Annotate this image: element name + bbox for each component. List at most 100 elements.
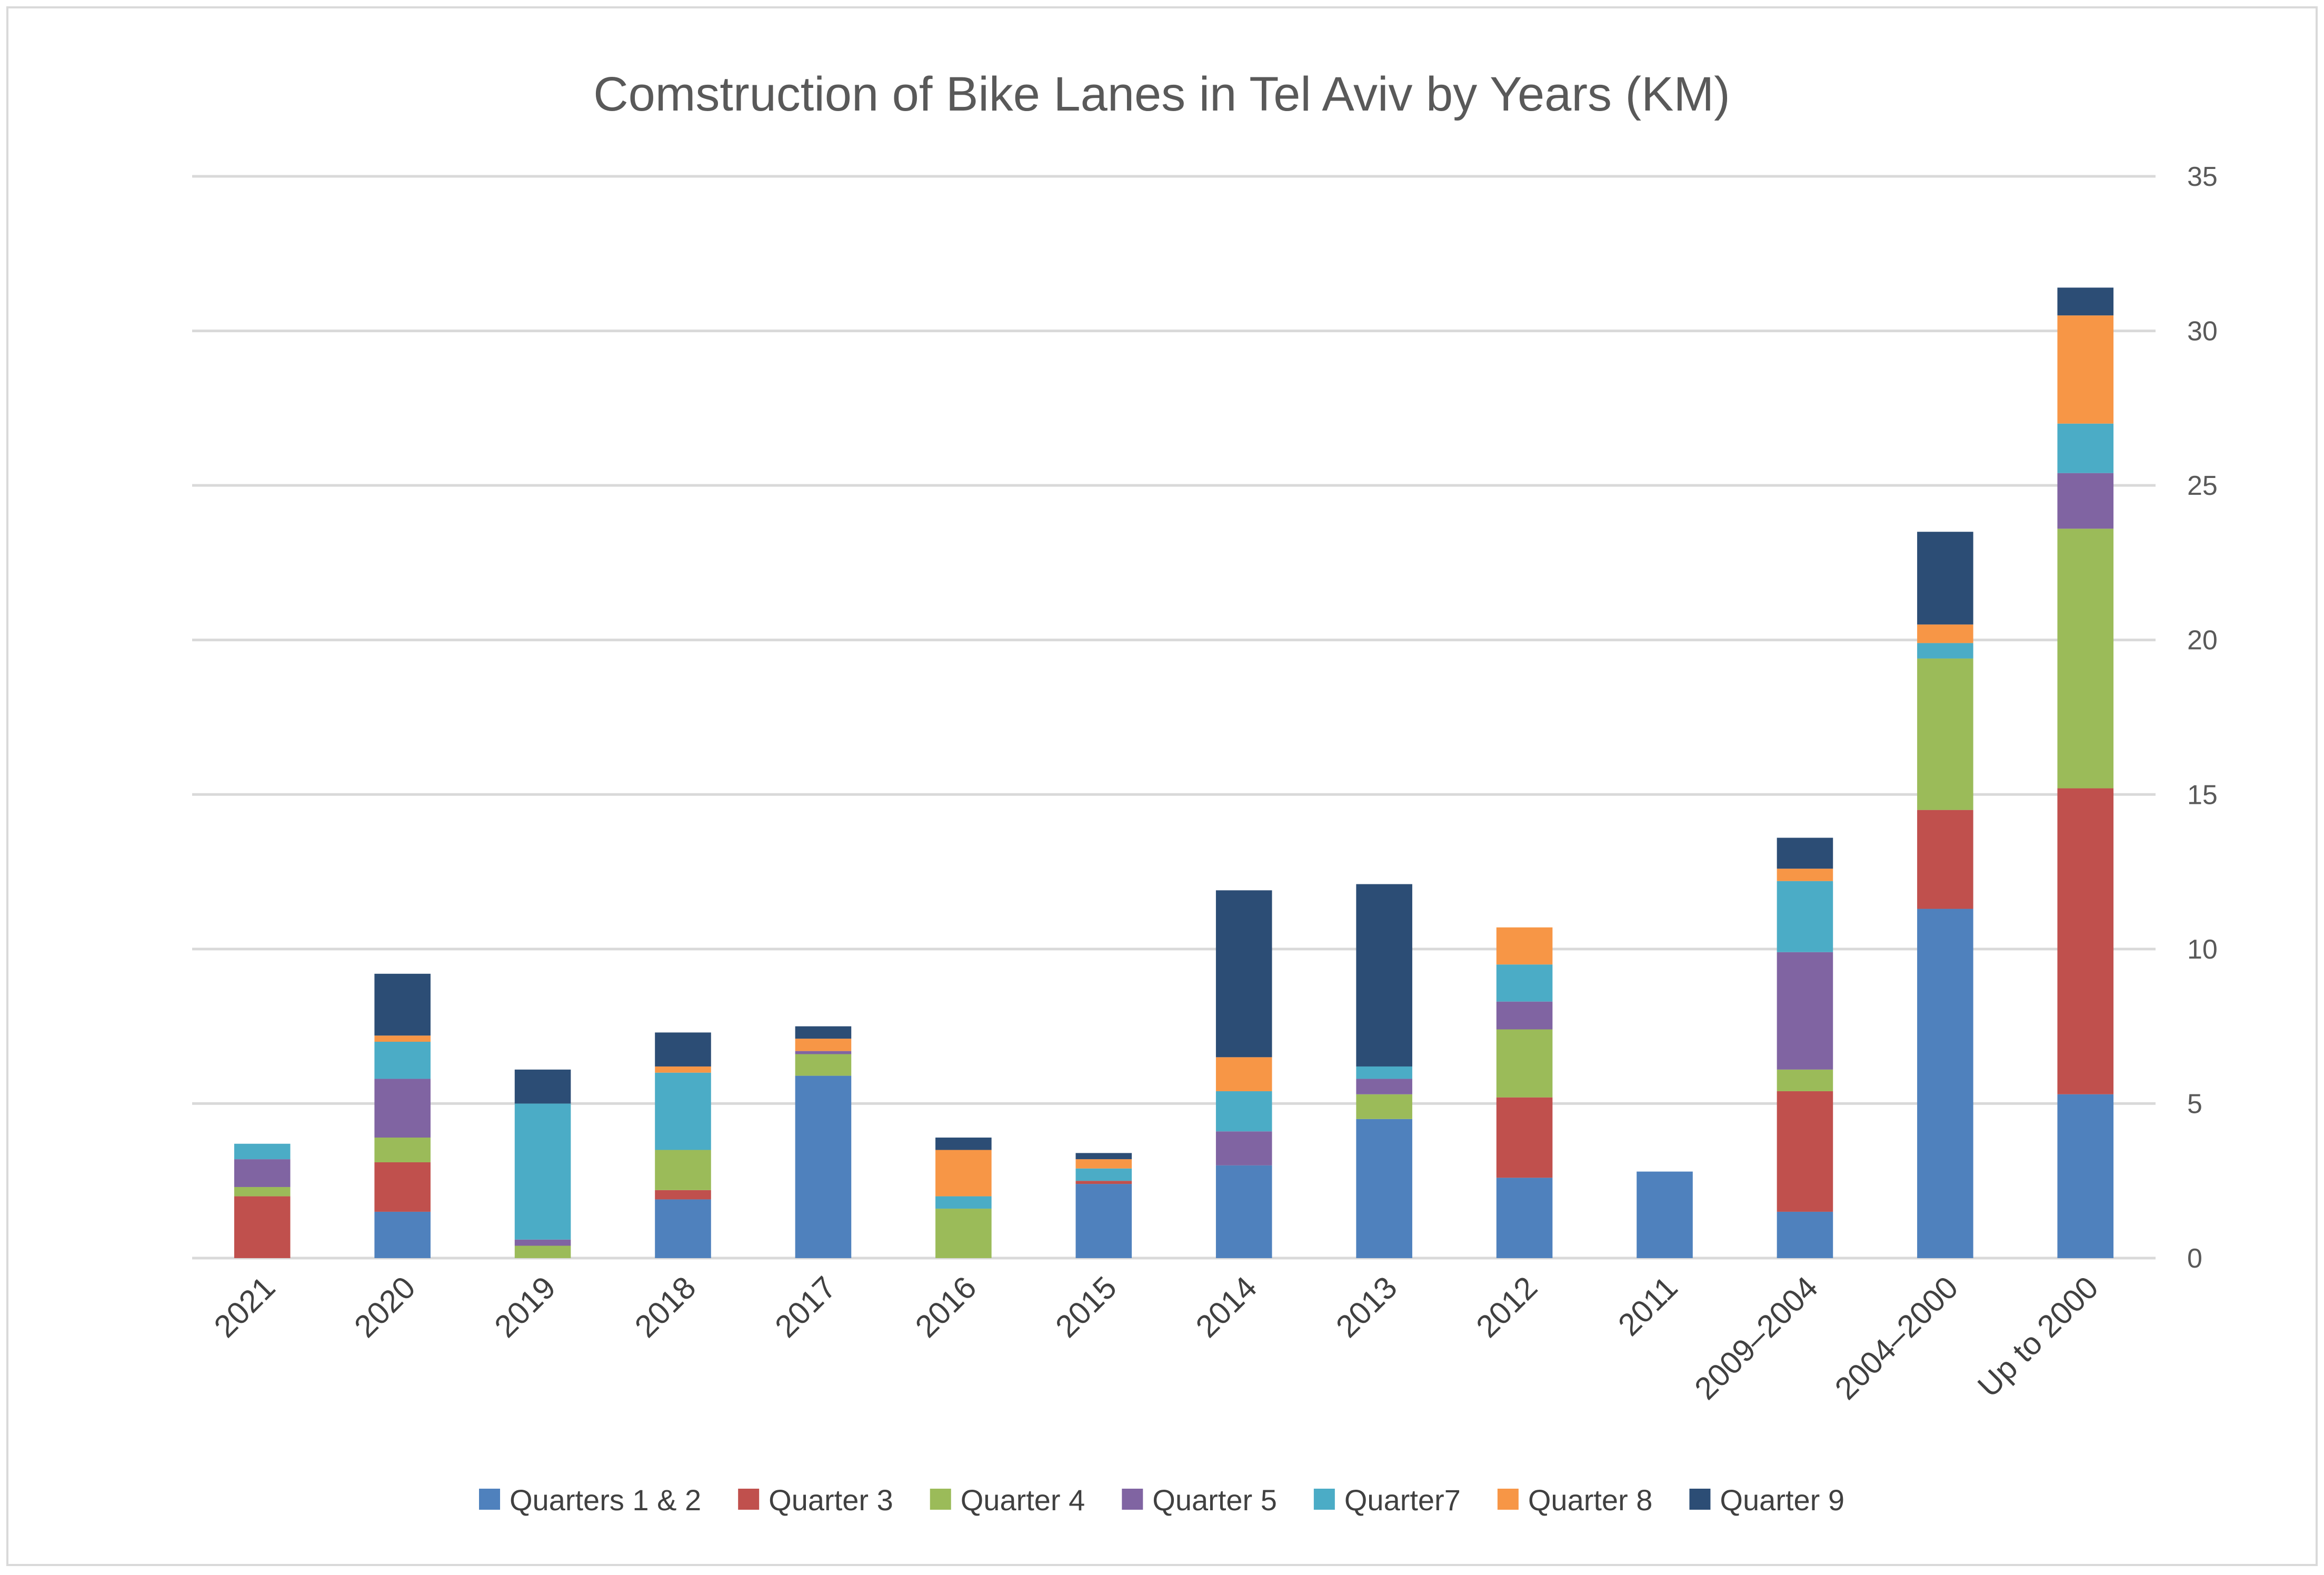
bar-segment <box>374 1079 431 1138</box>
legend-label: Quarter 9 <box>1720 1483 1844 1517</box>
y-tick-label: 10 <box>2187 934 2218 965</box>
legend-label: Quarter 8 <box>1528 1483 1653 1517</box>
legend-item: Quarter 9 <box>1689 1483 1844 1517</box>
bar-segment <box>1496 964 1553 1002</box>
bar-segment <box>234 1187 291 1197</box>
bar-segment <box>1215 1091 1272 1132</box>
bar-segment <box>1777 838 1833 869</box>
bar-segment <box>1777 1211 1833 1258</box>
legend-label: Quarter 3 <box>769 1483 893 1517</box>
bar-segment <box>374 1138 431 1162</box>
bar-segment <box>1917 810 1973 909</box>
bar-stack-2015 <box>1075 1153 1132 1258</box>
legend-label: Quarter 5 <box>1152 1483 1277 1517</box>
bar-segment <box>655 1199 711 1258</box>
bar-segment <box>234 1159 291 1187</box>
bar-segment <box>655 1066 711 1073</box>
bar-segment <box>1496 1097 1553 1178</box>
y-tick-label: 0 <box>2187 1243 2202 1274</box>
bar-segment <box>1917 909 1973 1258</box>
bar-segment <box>1777 1069 1833 1091</box>
legend-item: Quarters 1 & 2 <box>479 1483 701 1517</box>
y-tick-label: 20 <box>2187 625 2218 656</box>
legend-label: Quarter7 <box>1344 1483 1461 1517</box>
bar-segment <box>2057 1094 2114 1258</box>
bar-segment <box>374 1042 431 1079</box>
bar-segment <box>374 1162 431 1212</box>
bar-segment <box>1356 1066 1412 1079</box>
legend-item: Quarter 3 <box>738 1483 893 1517</box>
legend-swatch <box>1689 1489 1711 1510</box>
bar-segment <box>1356 1094 1412 1119</box>
bar-segment <box>1215 1165 1272 1258</box>
legend-swatch <box>479 1489 501 1510</box>
legend-item: Quarter 8 <box>1497 1483 1653 1517</box>
bar-segment <box>1777 1091 1833 1212</box>
bar-segment <box>2057 529 2114 789</box>
bar-segment <box>655 1032 711 1066</box>
legend-swatch <box>1313 1489 1335 1510</box>
y-tick-label: 30 <box>2187 316 2218 347</box>
bar-segment <box>795 1054 852 1076</box>
bar-segment <box>1917 658 1973 810</box>
bar-segment <box>1075 1181 1132 1184</box>
bar-segment <box>2057 423 2114 473</box>
bar-stack-2019 <box>514 1069 571 1258</box>
bar-segment <box>1075 1184 1132 1258</box>
bar-stack-2018 <box>655 1032 711 1258</box>
bar-segment <box>935 1138 992 1150</box>
legend: Quarters 1 & 2 Quarter 3 Quarter 4 Quarter … <box>479 1483 1844 1517</box>
bar-segment <box>1075 1159 1132 1169</box>
y-tick-label: 25 <box>2187 471 2218 501</box>
bar-segment <box>1496 1029 1553 1098</box>
bar-stack-Up to 2000 <box>2057 287 2114 1258</box>
bar-segment <box>935 1196 992 1209</box>
legend-item: Quarter 5 <box>1122 1483 1277 1517</box>
bar-segment <box>234 1143 291 1160</box>
y-tick-label: 15 <box>2187 780 2218 810</box>
bar-stack-2012 <box>1496 927 1553 1258</box>
bar-segment <box>2057 287 2114 316</box>
chart-title: Comstruction of Bike Lanes in Tel Aviv b… <box>593 67 1730 121</box>
bar-segment <box>1215 890 1272 1058</box>
bar-segment <box>1777 869 1833 881</box>
bar-stack-2009–2004 <box>1777 838 1833 1258</box>
bar-segment <box>514 1069 571 1104</box>
bar-segment <box>374 1211 431 1258</box>
bar-segment <box>1356 884 1412 1066</box>
bar-segment <box>795 1039 852 1051</box>
bar-stack-2004–2000 <box>1917 532 1973 1258</box>
legend-item: Quarter 4 <box>930 1483 1085 1517</box>
bar-segment <box>374 1035 431 1042</box>
bar-segment <box>1777 881 1833 952</box>
bar-segment <box>1496 927 1553 965</box>
bar-stack-2021 <box>234 1143 291 1258</box>
legend-label: Quarter 4 <box>961 1483 1085 1517</box>
bar-segment <box>795 1075 852 1258</box>
bar-segment <box>2057 315 2114 424</box>
bar-segment <box>1356 1119 1412 1258</box>
bar-segment <box>1215 1131 1272 1165</box>
y-tick-label: 35 <box>2187 162 2218 192</box>
bar-segment <box>374 973 431 1036</box>
bar-segment <box>1496 1178 1553 1258</box>
bar-segment <box>795 1026 852 1039</box>
bar-stack-2017 <box>795 1026 852 1258</box>
bar-stack-2020 <box>374 973 431 1258</box>
bar-segment <box>655 1072 711 1150</box>
bar-segment <box>1215 1057 1272 1091</box>
bar-stack-2014 <box>1215 890 1272 1258</box>
bar-segment <box>1637 1171 1693 1258</box>
bar-segment <box>935 1209 992 1258</box>
bar-segment <box>1075 1168 1132 1181</box>
legend-swatch <box>738 1489 760 1510</box>
y-axis-ticks: 0 5 10 15 20 25 30 35 <box>2187 162 2218 1274</box>
bar-segment <box>1917 624 1973 643</box>
legend-item: Quarter7 <box>1313 1483 1461 1517</box>
bar-stack-2011 <box>1637 1171 1693 1258</box>
bar-segment <box>2057 788 2114 1094</box>
legend-swatch <box>1122 1489 1143 1510</box>
bar-stack-2016 <box>935 1138 992 1258</box>
